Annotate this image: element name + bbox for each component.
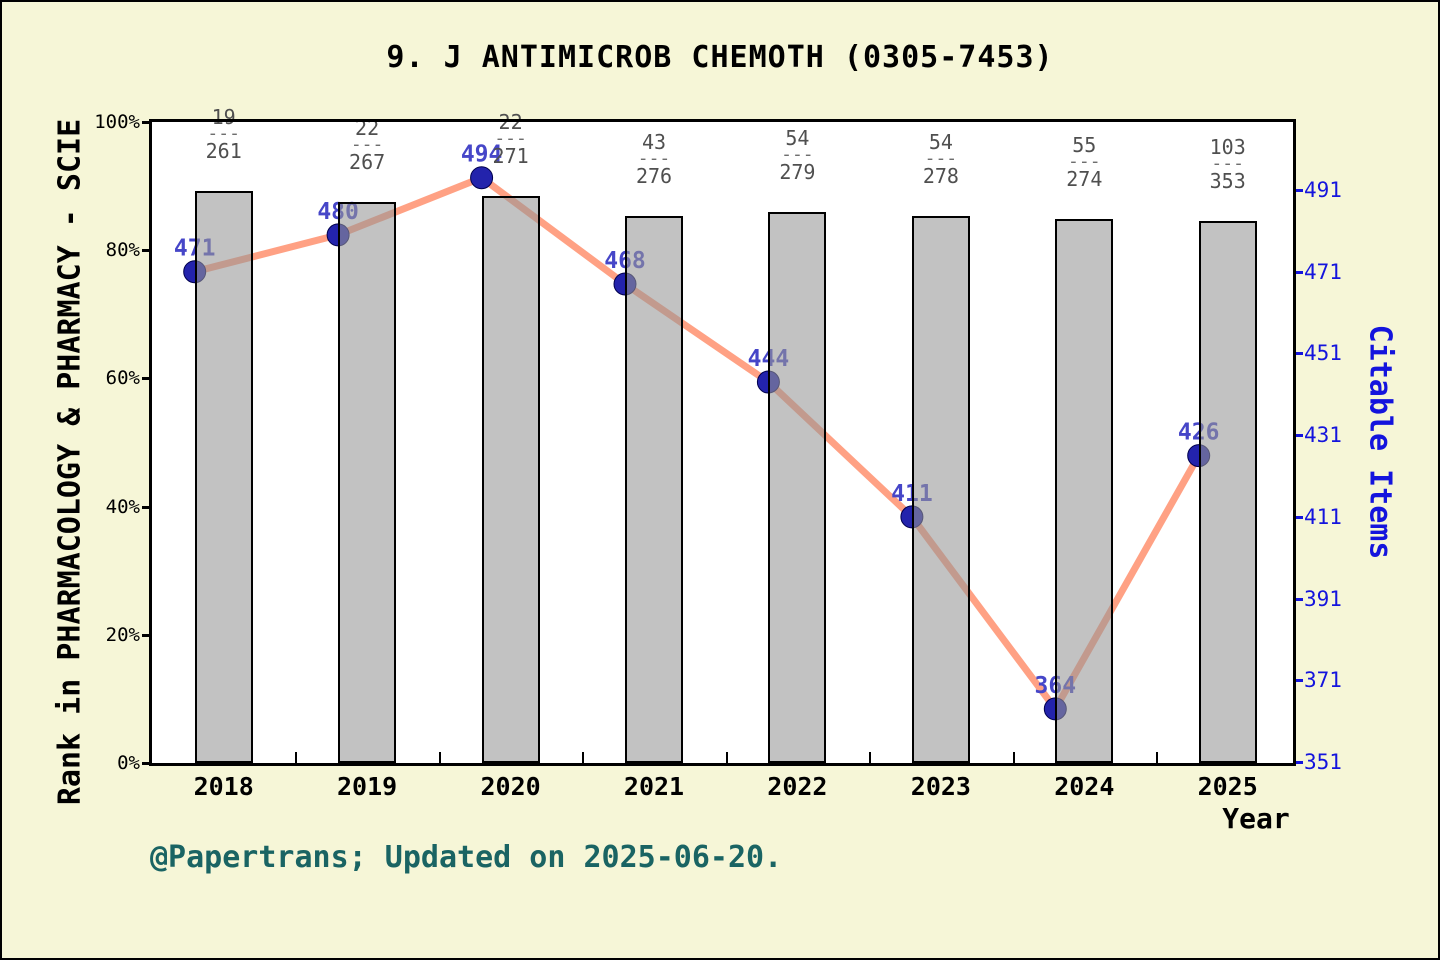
rank-fraction-2022: 54 --- 279	[779, 128, 815, 182]
bar-2024	[1055, 219, 1114, 763]
xtick-label-2018: 2018	[193, 772, 254, 801]
rank-fraction-2021: 43 --- 276	[636, 132, 672, 186]
right-tick-label-371: 371	[1304, 668, 1342, 693]
fraction-denominator: 267	[349, 149, 386, 174]
fraction-denominator: 261	[205, 138, 242, 163]
fraction-numerator: 22	[355, 115, 380, 140]
data-point-2020	[470, 166, 494, 190]
right-tick-mark	[1296, 352, 1303, 356]
fraction-bar: ---	[1068, 151, 1101, 173]
chart-title: 9. J ANTIMICROB CHEMOTH (0305-7453)	[386, 40, 1054, 75]
left-tick-label-40: 40%	[105, 495, 140, 518]
fraction-denominator: 276	[635, 163, 673, 188]
bar-2023	[911, 216, 970, 763]
xtick-label-2025: 2025	[1197, 772, 1258, 801]
bar-2022	[768, 211, 827, 763]
right-tick-label-431: 431	[1304, 423, 1342, 448]
rank-fraction-2019: 22 --- 267	[349, 118, 385, 172]
xtick-label-2020: 2020	[480, 772, 541, 801]
left-tick-mark	[142, 377, 152, 381]
fraction-bar: ---	[1211, 153, 1244, 175]
value-label-2020: 494	[461, 142, 503, 168]
rank-fraction-2020: 22 --- 271	[493, 112, 529, 166]
fraction-numerator: 103	[1209, 135, 1246, 160]
fraction-numerator: 55	[1072, 133, 1097, 158]
xtick-label-2019: 2019	[336, 772, 398, 801]
x-minor-tick	[869, 752, 872, 763]
bar-2020	[481, 195, 540, 763]
fraction-denominator: 279	[779, 159, 816, 184]
xtick-label-2024: 2024	[1054, 772, 1115, 801]
xtick-label-2021: 2021	[623, 772, 685, 801]
fraction-bar: ---	[637, 147, 671, 169]
right-axis-title: Citable Items	[1362, 324, 1398, 560]
left-tick-mark	[142, 633, 152, 637]
xtick-label-2023: 2023	[910, 772, 971, 801]
x-minor-tick	[438, 752, 441, 763]
right-tick-mark	[1296, 515, 1303, 519]
left-tick-label-100: 100%	[94, 111, 140, 133]
fraction-bar: ---	[781, 143, 814, 165]
left-tick-mark	[142, 762, 152, 765]
x-minor-tick	[582, 752, 585, 763]
citable-items-line-layer: 471480494468444411364426	[174, 142, 1219, 721]
footer-note: @Papertrans; Updated on 2025-06-20.	[150, 840, 783, 875]
rank-fraction-2025: 103 --- 353	[1210, 137, 1246, 191]
fraction-bar: ---	[350, 133, 384, 155]
fraction-denominator: 278	[922, 164, 959, 189]
left-tick-label-0: 0%	[117, 752, 140, 774]
fraction-numerator: 54	[785, 125, 810, 150]
fraction-bar: ---	[207, 122, 240, 144]
right-tick-mark	[1296, 189, 1303, 192]
left-tick-label-60: 60%	[105, 367, 140, 390]
rank-fraction-2023: 54 --- 278	[923, 132, 959, 186]
bar-2019	[338, 201, 397, 763]
fraction-denominator: 274	[1066, 167, 1103, 192]
bar-2021	[625, 215, 683, 763]
x-minor-tick	[1012, 752, 1015, 763]
left-tick-mark	[142, 121, 152, 124]
x-minor-tick	[1156, 752, 1158, 763]
left-axis-title: Rank in PHARMACOLOGY & PHARMACY - SCIE	[52, 118, 88, 806]
right-tick-label-451: 451	[1304, 341, 1342, 366]
fraction-numerator: 54	[928, 130, 953, 155]
x-axis-title: Year	[1222, 802, 1290, 835]
plot-area: 471480494468444411364426 19---26122---26…	[152, 107, 1293, 763]
right-tick-mark	[1296, 270, 1303, 274]
bar-2025	[1198, 221, 1257, 763]
fraction-bar: ---	[494, 127, 527, 149]
fraction-bar: ---	[924, 148, 958, 170]
right-tick-mark	[1296, 597, 1303, 601]
right-tick-label-411: 411	[1304, 504, 1342, 529]
right-tick-mark	[1296, 761, 1303, 764]
x-minor-tick	[295, 752, 298, 763]
left-tick-mark	[142, 249, 152, 253]
fraction-denominator: 271	[492, 143, 529, 168]
right-tick-mark	[1296, 679, 1303, 683]
bar-2018	[194, 190, 253, 763]
rank-fraction-2024: 55 --- 274	[1066, 135, 1102, 189]
right-tick-label-491: 491	[1304, 178, 1342, 202]
left-tick-label-80: 80%	[105, 239, 140, 262]
right-tick-label-391: 391	[1304, 586, 1342, 611]
x-minor-tick	[725, 752, 728, 763]
fraction-denominator: 353	[1209, 169, 1246, 194]
right-tick-mark	[1296, 434, 1303, 438]
left-tick-mark	[142, 505, 152, 509]
fraction-numerator: 43	[641, 129, 667, 154]
right-tick-label-471: 471	[1304, 259, 1342, 284]
left-tick-label-20: 20%	[105, 623, 140, 646]
right-tick-label-351: 351	[1304, 750, 1342, 774]
rank-fraction-2018: 19 --- 261	[206, 107, 242, 161]
xtick-label-2022: 2022	[767, 772, 828, 801]
